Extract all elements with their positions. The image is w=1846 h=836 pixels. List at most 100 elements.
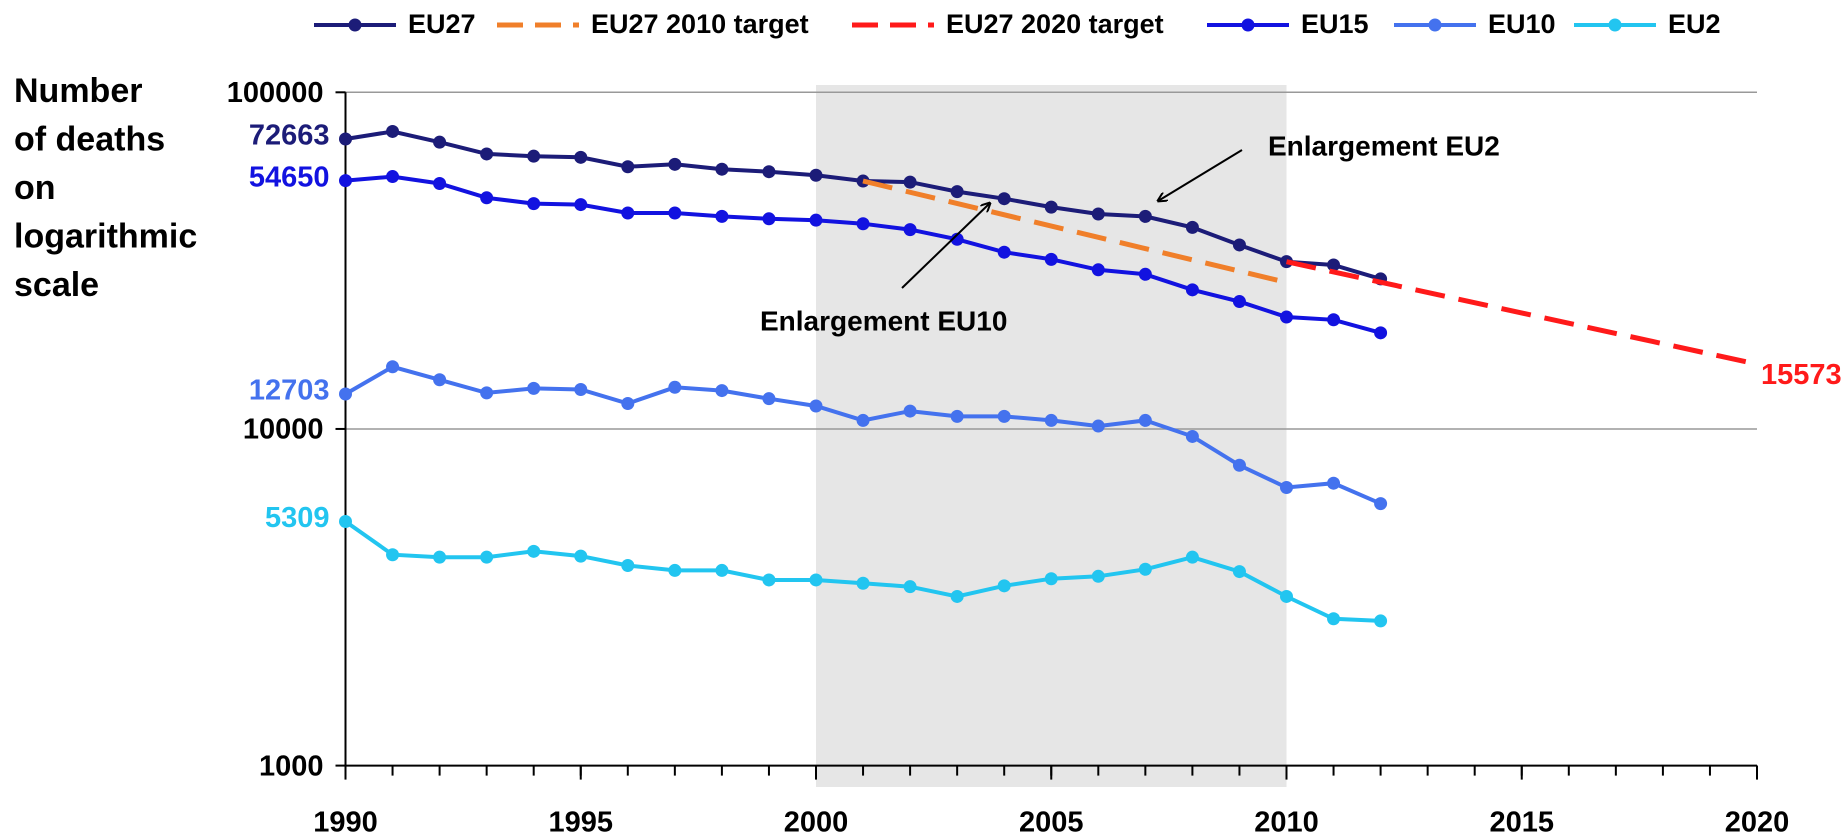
data-label: 15573	[1761, 359, 1842, 391]
series-point	[1138, 209, 1152, 223]
legend-label: EU10	[1488, 9, 1556, 39]
legend-label: EU27	[408, 9, 476, 39]
series-point	[997, 409, 1011, 423]
series-point	[762, 212, 776, 226]
series-point	[950, 232, 964, 246]
series-point	[1374, 497, 1388, 511]
series-point	[574, 549, 588, 563]
series-point	[1327, 612, 1341, 626]
series-point	[433, 373, 447, 387]
series-point	[809, 399, 823, 413]
series-point	[809, 573, 823, 587]
data-label: 12703	[249, 375, 330, 407]
x-tick-label: 2010	[1254, 806, 1319, 836]
x-tick-label: 1995	[548, 806, 613, 836]
series-point	[809, 213, 823, 227]
data-label: 5309	[265, 502, 330, 534]
legend-marker	[1608, 18, 1622, 32]
series-point	[997, 192, 1011, 206]
series-point	[1044, 252, 1058, 266]
series-point	[621, 558, 635, 572]
series-point	[668, 563, 682, 577]
series-point	[480, 550, 494, 564]
series-point	[1327, 313, 1341, 327]
series-point	[574, 150, 588, 164]
series-point	[574, 198, 588, 212]
y-tick-label: 10000	[243, 414, 324, 446]
series-point	[339, 387, 352, 401]
series-point	[1185, 220, 1199, 234]
series-point	[339, 174, 352, 188]
legend-marker	[1241, 18, 1255, 32]
series-point	[997, 579, 1011, 593]
series-point	[1232, 565, 1246, 579]
series-line	[862, 178, 1288, 285]
series-point	[1232, 458, 1246, 472]
x-tick-label: 2005	[1019, 806, 1084, 836]
series-point	[339, 515, 352, 529]
shaded-period	[816, 85, 1287, 787]
series-point	[386, 170, 400, 184]
series-point	[1280, 310, 1293, 324]
series-point	[433, 550, 447, 564]
x-tick-label: 2000	[784, 806, 849, 836]
data-label: 72663	[249, 120, 330, 152]
series-point	[574, 382, 588, 396]
legend-label: EU27 2010 target	[591, 9, 809, 39]
annotation-arrow	[1158, 149, 1243, 201]
series-point	[950, 589, 964, 603]
series-point	[715, 209, 729, 223]
series-point	[1091, 569, 1105, 583]
series-point	[762, 392, 776, 406]
series-point	[386, 360, 400, 374]
legend-label: EU2	[1668, 9, 1721, 39]
y-axis-label: on	[14, 169, 56, 207]
x-tick-label: 1990	[313, 806, 378, 836]
series-point	[527, 149, 541, 163]
x-tick-label: 2020	[1725, 806, 1790, 836]
series-point	[1044, 200, 1058, 214]
series-point	[762, 165, 776, 179]
y-tick-label: 1000	[259, 750, 324, 782]
series-point	[480, 386, 494, 400]
annotation-arrow	[901, 203, 990, 289]
series-point	[1374, 326, 1388, 340]
series-line	[1285, 259, 1758, 367]
series-point	[903, 404, 917, 418]
series-point	[668, 206, 682, 220]
y-axis-label: Number	[14, 72, 142, 110]
series-point	[339, 132, 352, 146]
series-point	[621, 160, 635, 174]
legend-marker	[348, 18, 362, 32]
series-point	[1044, 572, 1058, 586]
series-point	[1280, 589, 1293, 603]
series-point	[950, 185, 964, 199]
series-point	[762, 573, 776, 587]
series-point	[1232, 238, 1246, 252]
x-tick-label: 2015	[1489, 806, 1554, 836]
series-point	[903, 175, 917, 189]
series-point	[433, 135, 447, 149]
series-point	[480, 191, 494, 205]
series-point	[1185, 429, 1199, 443]
series-point	[1280, 481, 1293, 495]
y-axis-label: of deaths	[14, 120, 165, 158]
series-point	[527, 381, 541, 395]
series-point	[903, 223, 917, 237]
series-point	[1232, 295, 1246, 309]
annotation: Enlargement EU2	[1268, 130, 1500, 161]
series-point	[1138, 413, 1152, 427]
series-point	[950, 409, 964, 423]
legend-label: EU15	[1301, 9, 1369, 39]
series-point	[997, 245, 1011, 259]
series-point	[856, 576, 870, 590]
series-point	[1091, 263, 1105, 277]
series-point	[715, 162, 729, 176]
y-tick-label: 100000	[227, 77, 324, 109]
series-point	[715, 384, 729, 398]
series-point	[1185, 550, 1199, 564]
data-label: 54650	[249, 161, 330, 193]
series-point	[621, 397, 635, 411]
series-point	[809, 168, 823, 182]
